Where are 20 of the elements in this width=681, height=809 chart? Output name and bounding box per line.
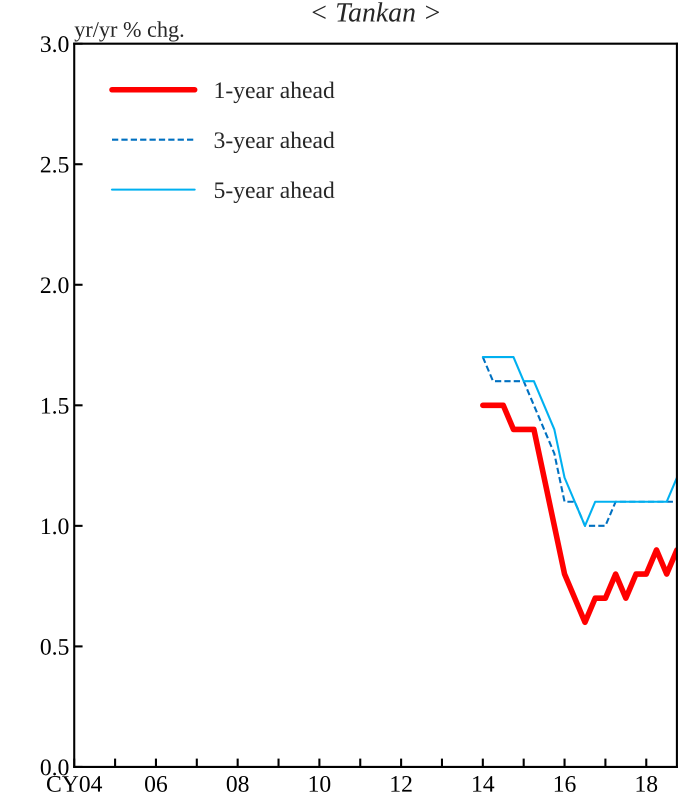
x-tick-label: 16 [554, 776, 576, 792]
y-tick-label: 0.5 [40, 638, 68, 655]
y-tick-label: 3.0 [40, 36, 68, 52]
x-tick-label: 10 [310, 776, 330, 792]
y-tick-label: 1.5 [42, 398, 68, 414]
legend-label: 1-year ahead [216, 82, 334, 104]
x-tick-label: 12 [391, 776, 412, 792]
y-tick-label: 2.5 [40, 156, 68, 173]
y-tick-label: 2.0 [40, 277, 68, 294]
x-tick-label: 14 [473, 776, 494, 792]
legend-label: 5-year ahead [214, 182, 334, 203]
chart-title: < Tankan > [312, 2, 439, 22]
legend-label: 3-year ahead [214, 132, 334, 154]
y-tick-label: 0.0 [40, 759, 68, 776]
y-tick-label: 1.0 [42, 518, 68, 534]
y-axis-title: yr/yr % chg. [74, 21, 184, 42]
x-tick-label: 18 [636, 776, 658, 792]
x-tick-label: 08 [226, 776, 249, 792]
x-tick-label: CY04 [46, 776, 102, 792]
x-tick-label: 06 [145, 776, 168, 792]
